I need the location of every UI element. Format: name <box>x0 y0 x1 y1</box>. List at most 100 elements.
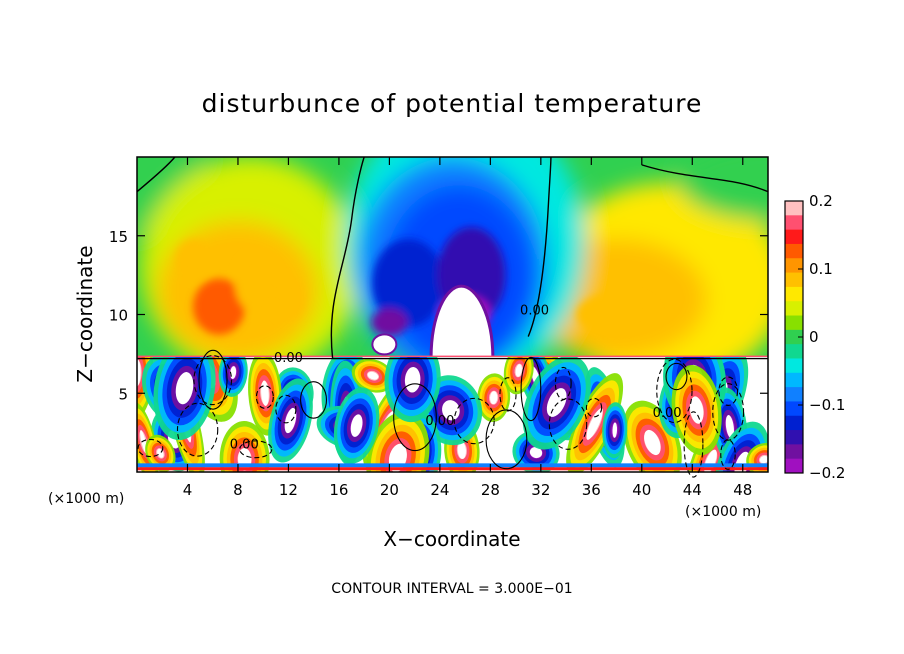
upper-field <box>137 157 768 357</box>
eddy-core <box>546 388 567 417</box>
colorbar-tick-label: −0.1 <box>809 396 845 414</box>
x-tick-label: 16 <box>329 481 348 499</box>
colorbar-swatch <box>785 387 803 402</box>
contour-label: 0.00 <box>520 304 549 319</box>
x-tick-label: 20 <box>380 481 399 499</box>
x-tick-label: 28 <box>481 481 500 499</box>
colorbar-tick-label: 0.2 <box>809 192 833 210</box>
chart-title: disturbunce of potential temperature <box>202 89 703 118</box>
x-axis-label: X−coordinate <box>383 527 520 551</box>
eddy <box>671 365 722 456</box>
contour-line <box>656 358 693 424</box>
boundary-stripe <box>137 355 768 357</box>
contour-line <box>453 397 495 445</box>
contour-line <box>193 355 233 406</box>
contour-interval-note: CONTOUR INTERVAL = 3.000E−01 <box>331 581 572 597</box>
eddy-core <box>529 446 543 459</box>
eddy <box>145 434 176 472</box>
field-blob <box>678 157 768 221</box>
eddy-core <box>404 367 421 393</box>
contour-line <box>330 156 365 359</box>
colorbar-swatch <box>785 372 803 388</box>
contour-line <box>585 397 603 418</box>
z-tick-label: 10 <box>109 307 128 325</box>
contour-label: 0.00 <box>230 437 259 452</box>
colorbar-swatch <box>785 258 803 274</box>
bottom-stripe <box>137 467 768 471</box>
x-tick-label: 8 <box>233 481 243 499</box>
x-axis-ticks: 4 8 12 16 20 24 28 32 36 40 44 48 <box>183 157 752 499</box>
colorbar-swatch <box>785 458 803 474</box>
contour-line <box>720 439 736 470</box>
x-tick-label: 36 <box>582 481 601 499</box>
contour-line <box>255 385 274 409</box>
eddy <box>268 378 313 463</box>
colorbar-swatch <box>785 229 803 245</box>
x-left-unit: (×1000 m) <box>48 491 124 507</box>
field-blob <box>175 239 212 280</box>
colorbar-swatch <box>785 243 803 259</box>
colorbar-tick-label: 0 <box>809 328 819 346</box>
eddy <box>351 358 395 393</box>
bottom-stripe <box>137 463 768 468</box>
field-blob <box>576 292 657 337</box>
eddy-core <box>690 396 704 424</box>
z-axis-ticks: 5 10 15 <box>109 228 768 403</box>
eddy-core <box>612 422 618 438</box>
x-tick-label: 48 <box>733 481 752 499</box>
x-tick-label: 4 <box>183 481 193 499</box>
colorbar-swatch <box>785 315 803 331</box>
eddy-core <box>284 407 297 434</box>
eddy-core <box>490 391 498 405</box>
contour-line <box>712 383 745 441</box>
eddy <box>602 402 628 459</box>
contour-lines: 0.00 0.00 0.00 0.00 0.00 <box>136 156 769 478</box>
contour-line <box>683 411 704 478</box>
eddy-core <box>759 455 768 464</box>
contour-line <box>520 356 542 422</box>
eddy-core <box>644 429 661 456</box>
contour-line <box>275 394 297 424</box>
field-blob <box>272 276 305 321</box>
colorbar-swatch <box>785 344 803 359</box>
contour-line <box>198 349 228 410</box>
colorbar-swatch <box>785 272 803 288</box>
eddy <box>153 357 216 441</box>
contour-label: 0.00 <box>425 414 454 429</box>
colorbar-swatch <box>785 358 803 374</box>
contour-line <box>718 376 739 406</box>
colorbar-swatch <box>785 430 803 445</box>
x-tick-label: 40 <box>632 481 651 499</box>
eddy-core <box>515 364 522 377</box>
field-blob <box>371 308 408 337</box>
eddy-core <box>367 371 379 380</box>
colorbar-swatch <box>785 444 803 460</box>
field-blob <box>234 253 279 313</box>
contour-line <box>499 377 517 412</box>
contour-line <box>239 440 273 459</box>
contour-line <box>300 381 328 419</box>
undershoot-core <box>429 284 495 357</box>
y-axis-label: Z−coordinate <box>73 245 97 382</box>
eddy <box>566 373 624 472</box>
colorbar-swatch <box>785 401 803 417</box>
field-blob <box>193 278 246 335</box>
contour-line <box>527 156 552 337</box>
eddy <box>248 357 282 436</box>
eddy-core <box>725 415 734 439</box>
colorbar-swatch <box>785 215 803 231</box>
z-tick-label: 15 <box>109 228 128 246</box>
contour-line <box>641 164 769 193</box>
contour-line <box>176 402 219 457</box>
contour-line <box>137 438 164 458</box>
colorbar-swatch <box>785 329 803 345</box>
eddy-core <box>586 408 603 440</box>
colorbar-swatch <box>785 286 803 302</box>
colorbar: 0.2 0.1 0 −0.1 −0.2 <box>784 192 845 482</box>
undershoot-core <box>371 333 398 356</box>
x-tick-label: 12 <box>279 481 298 499</box>
colorbar-tick-label: 0.1 <box>809 260 833 278</box>
colorbar-tick-label: −0.2 <box>809 464 845 482</box>
contour-label: 0.00 <box>274 351 303 366</box>
